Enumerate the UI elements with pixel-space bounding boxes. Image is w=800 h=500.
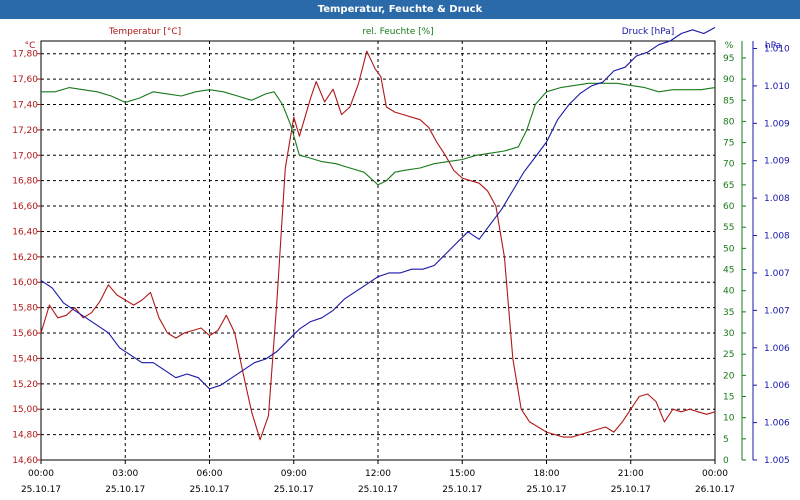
window-title: Temperatur, Feuchte & Druck <box>0 0 800 19</box>
y-left-tick-label: 16,20 <box>12 253 38 263</box>
pressure-line <box>40 27 716 390</box>
humidity-line <box>41 82 716 186</box>
y-left-tick-label: 16,60 <box>12 202 38 212</box>
y-pressure-tick-label: 1.010 <box>764 44 790 54</box>
y-pressure-tick-label: 1.009 <box>764 119 790 129</box>
y-humidity-tick-label: 15 <box>723 393 734 403</box>
x-tick-time: 21:00 <box>618 469 644 479</box>
x-tick-date: 25.10.17 <box>21 485 61 495</box>
series-group <box>40 27 716 441</box>
x-tick-date: 25.10.17 <box>442 485 482 495</box>
pressure-unit-label: hPa <box>765 41 781 51</box>
y-pressure-tick-label: 1.008 <box>764 194 790 204</box>
y-humidity-tick-label: 20 <box>723 371 735 381</box>
x-tick-time: 00:00 <box>28 469 54 479</box>
y-humidity-tick-label: 70 <box>723 160 735 170</box>
y-pressure-tick-label: 1.007 <box>764 269 790 279</box>
x-tick-time: 06:00 <box>197 469 223 479</box>
y-humidity-tick-label: 75 <box>723 139 734 149</box>
x-tick-date: 25.10.17 <box>105 485 145 495</box>
axes: 00:00 25.10.17 03:00 25.10.17 06:00 25.10.17 0… <box>12 41 790 495</box>
y-left-tick-label: 15,60 <box>12 329 38 339</box>
y-left-tick-label: 17,80 <box>12 50 38 60</box>
y-humidity-tick-label: 5 <box>723 435 729 445</box>
y-left-tick-label: 17,20 <box>12 126 38 136</box>
y-humidity-tick-label: 90 <box>723 75 735 85</box>
y-left-tick-label: 15,00 <box>12 405 38 415</box>
x-tick-date: 25.10.17 <box>189 485 229 495</box>
y-left-tick-label: 17,00 <box>12 151 38 161</box>
y-humidity-tick-label: 60 <box>723 202 735 212</box>
y-humidity-tick-label: 50 <box>723 244 735 254</box>
x-tick-date: 26.10.17 <box>695 485 735 495</box>
y-humidity-tick-label: 65 <box>723 181 734 191</box>
x-tick-time: 09:00 <box>281 469 307 479</box>
y-humidity-tick-label: 40 <box>723 287 735 297</box>
y-pressure-tick-label: 1.006 <box>764 381 790 391</box>
y-humidity-tick-label: 55 <box>723 223 734 233</box>
y-pressure-tick-label: 1.007 <box>764 306 790 316</box>
y-left-tick-label: 16,40 <box>12 227 38 237</box>
y-humidity-tick-label: 95 <box>723 54 734 64</box>
pressure-axis-header: Druck [hPa] <box>622 27 675 37</box>
x-tick-time: 00:00 <box>702 469 728 479</box>
temperature-line <box>40 50 716 441</box>
y-left-tick-label: 17,60 <box>12 75 38 85</box>
y-humidity-tick-label: 30 <box>723 329 735 339</box>
y-humidity-tick-label: 25 <box>723 350 734 360</box>
y-pressure-tick-label: 1.008 <box>764 232 790 242</box>
y-humidity-tick-label: 85 <box>723 96 734 106</box>
x-tick-date: 25.10.17 <box>526 485 566 495</box>
y-humidity-tick-label: 35 <box>723 308 734 318</box>
x-tick-date: 25.10.17 <box>358 485 398 495</box>
y-left-tick-label: 17,40 <box>12 100 38 110</box>
y-pressure-tick-label: 1.005 <box>764 456 790 466</box>
y-humidity-tick-label: 0 <box>723 456 729 466</box>
y-left-tick-label: 15,40 <box>12 354 38 364</box>
x-tick-time: 15:00 <box>449 469 475 479</box>
y-pressure-tick-label: 1.006 <box>764 344 790 354</box>
y-pressure-tick-label: 1.006 <box>764 419 790 429</box>
y-humidity-tick-label: 45 <box>723 266 734 276</box>
y-left-tick-label: 15,20 <box>12 380 38 390</box>
humidity-unit-label: % <box>725 41 734 51</box>
x-tick-time: 18:00 <box>534 469 560 479</box>
y-pressure-tick-label: 1.010 <box>764 82 790 92</box>
y-left-tick-label: 14,80 <box>12 431 38 441</box>
humidity-axis-header: rel. Feuchte [%] <box>362 27 433 37</box>
temperature-unit-label: °C <box>25 41 36 51</box>
y-left-tick-label: 14,60 <box>12 456 38 466</box>
y-left-tick-label: 15,80 <box>12 304 38 314</box>
y-left-tick-label: 16,00 <box>12 278 38 288</box>
y-humidity-tick-label: 80 <box>723 117 735 127</box>
grid-lines <box>41 41 715 460</box>
y-pressure-tick-label: 1.009 <box>764 157 790 167</box>
x-tick-date: 25.10.17 <box>611 485 651 495</box>
y-humidity-tick-label: 10 <box>723 414 735 424</box>
temperature-axis-header: Temperatur [°C] <box>108 27 181 37</box>
y-left-tick-label: 16,80 <box>12 177 38 187</box>
x-tick-time: 12:00 <box>365 469 391 479</box>
x-tick-time: 03:00 <box>112 469 138 479</box>
x-tick-date: 25.10.17 <box>274 485 314 495</box>
